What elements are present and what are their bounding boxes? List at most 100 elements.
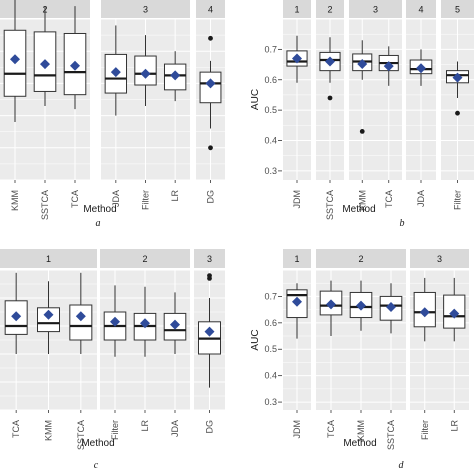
facet-b-4: 4 JDA [406, 0, 436, 207]
facet-strip [316, 249, 406, 268]
facet-label: 2 [327, 5, 332, 15]
facet-strip [0, 249, 97, 268]
y-tick-label: 0.7 [264, 291, 277, 301]
y-tick-label: 0.5 [264, 344, 277, 354]
box-dg: DG [199, 19, 222, 204]
x-tick-label: Filter [141, 190, 151, 210]
panel-caption: d [399, 460, 405, 471]
box-iqr [69, 304, 93, 341]
mean-marker [357, 58, 368, 69]
facet-c-2: 2 Filter LR JDA [100, 249, 190, 440]
facet-strip [100, 249, 190, 268]
facet-strip [316, 0, 344, 18]
facet-d-1: 1 JDM [283, 249, 311, 439]
x-tick-label: Filter [110, 420, 120, 440]
box-jda: JDA [104, 19, 128, 207]
facet-label: 1 [294, 5, 299, 15]
facet-strip [194, 249, 225, 268]
chart-panel-c: 1 TCA KMM SSTCA 2 Filter LR JDA 3 DG Method c [0, 249, 225, 471]
box-filter: Filter [413, 270, 436, 440]
box-kmm: KMM [349, 270, 373, 441]
facet-strip [410, 249, 469, 268]
x-axis-title: Method [343, 438, 376, 449]
box-dg: DG [198, 270, 221, 434]
facet-label: 5 [455, 5, 460, 15]
facet-strip [283, 0, 311, 18]
facet-strip [196, 0, 225, 18]
mean-marker [140, 68, 151, 79]
x-tick-label: LR [140, 420, 150, 432]
panel-caption: b [400, 218, 405, 229]
facet-label: 4 [208, 5, 213, 15]
y-tick-label: 0.7 [264, 44, 277, 54]
facet-a-4: 4 DG [196, 0, 225, 204]
mean-marker [386, 301, 396, 312]
mean-marker [419, 307, 430, 318]
x-tick-label: KMM [44, 420, 54, 441]
y-tick-label: 0.4 [264, 136, 277, 146]
facet-b-5: 5 Filter [441, 0, 474, 210]
box-jda: JDA [409, 19, 433, 207]
facet-d-2: 2 TCA KMM SSTCA [316, 249, 406, 450]
y-tick-label: 0.3 [264, 397, 277, 407]
facet-strip [283, 249, 311, 268]
x-tick-label: Filter [453, 190, 463, 210]
outlier-point [208, 145, 213, 151]
facet-b-1: 1 JDM [283, 0, 311, 209]
mean-marker [75, 311, 86, 322]
panel-caption: c [94, 460, 99, 471]
box-filter: Filter [446, 19, 469, 210]
x-axis-title: Method [83, 204, 116, 215]
facet-label: 3 [437, 254, 442, 264]
outlier-point [359, 128, 365, 134]
box-filter: Filter [134, 19, 157, 210]
mean-marker [449, 308, 460, 319]
facet-c-1: 1 TCA KMM SSTCA [0, 249, 97, 450]
outlier-point [208, 35, 213, 41]
facet-a-2: 2KMMSSTCATCA [0, 0, 90, 220]
facet-label: 3 [373, 5, 378, 15]
x-tick-label: TCA [326, 420, 336, 438]
facet-b-2: 2 SSTCA [316, 0, 344, 220]
facet-label: 3 [143, 5, 148, 15]
x-tick-label: SSTCA [325, 190, 335, 220]
panel-caption: a [96, 218, 101, 229]
mean-marker [416, 63, 426, 74]
box-kmm: KMM [37, 270, 60, 441]
x-tick-label: Filter [420, 420, 430, 440]
y-tick-label: 0.5 [264, 105, 277, 115]
mean-marker [110, 67, 121, 78]
mean-marker [204, 326, 215, 337]
mean-marker [205, 78, 216, 89]
x-tick-label: TCA [70, 190, 80, 208]
x-axis-title: Method [342, 204, 375, 215]
mean-marker [326, 299, 336, 310]
y-tick-label: 0.3 [264, 166, 277, 176]
facet-label: 3 [207, 254, 212, 264]
mean-marker [356, 300, 366, 311]
x-tick-label: SSTCA [40, 190, 50, 220]
mean-marker [140, 318, 150, 329]
x-tick-label: LR [449, 420, 459, 432]
mean-marker [110, 316, 120, 327]
x-tick-label: JDA [111, 190, 121, 207]
box-lr: LR [133, 270, 157, 432]
x-tick-label: LR [170, 190, 180, 202]
x-tick-label: SSTCA [386, 420, 396, 450]
facet-label: 2 [358, 254, 363, 264]
facet-label: 1 [294, 254, 299, 264]
box-sstca: SSTCA [379, 270, 403, 450]
mean-marker [43, 309, 54, 320]
mean-marker [11, 311, 22, 322]
facet-panel [349, 19, 402, 180]
mean-marker [325, 56, 335, 67]
mean-marker [70, 60, 80, 71]
x-tick-label: JDA [416, 190, 426, 207]
mean-marker [452, 72, 463, 83]
x-tick-label: TCA [384, 190, 394, 208]
x-tick-label: KMM [357, 190, 367, 211]
x-axis-title: Method [81, 438, 114, 449]
facet-strip [101, 0, 190, 18]
facet-d-3: 3 Filter LR [410, 249, 469, 440]
facet-b-3: 3 KMM TCA [349, 0, 402, 211]
